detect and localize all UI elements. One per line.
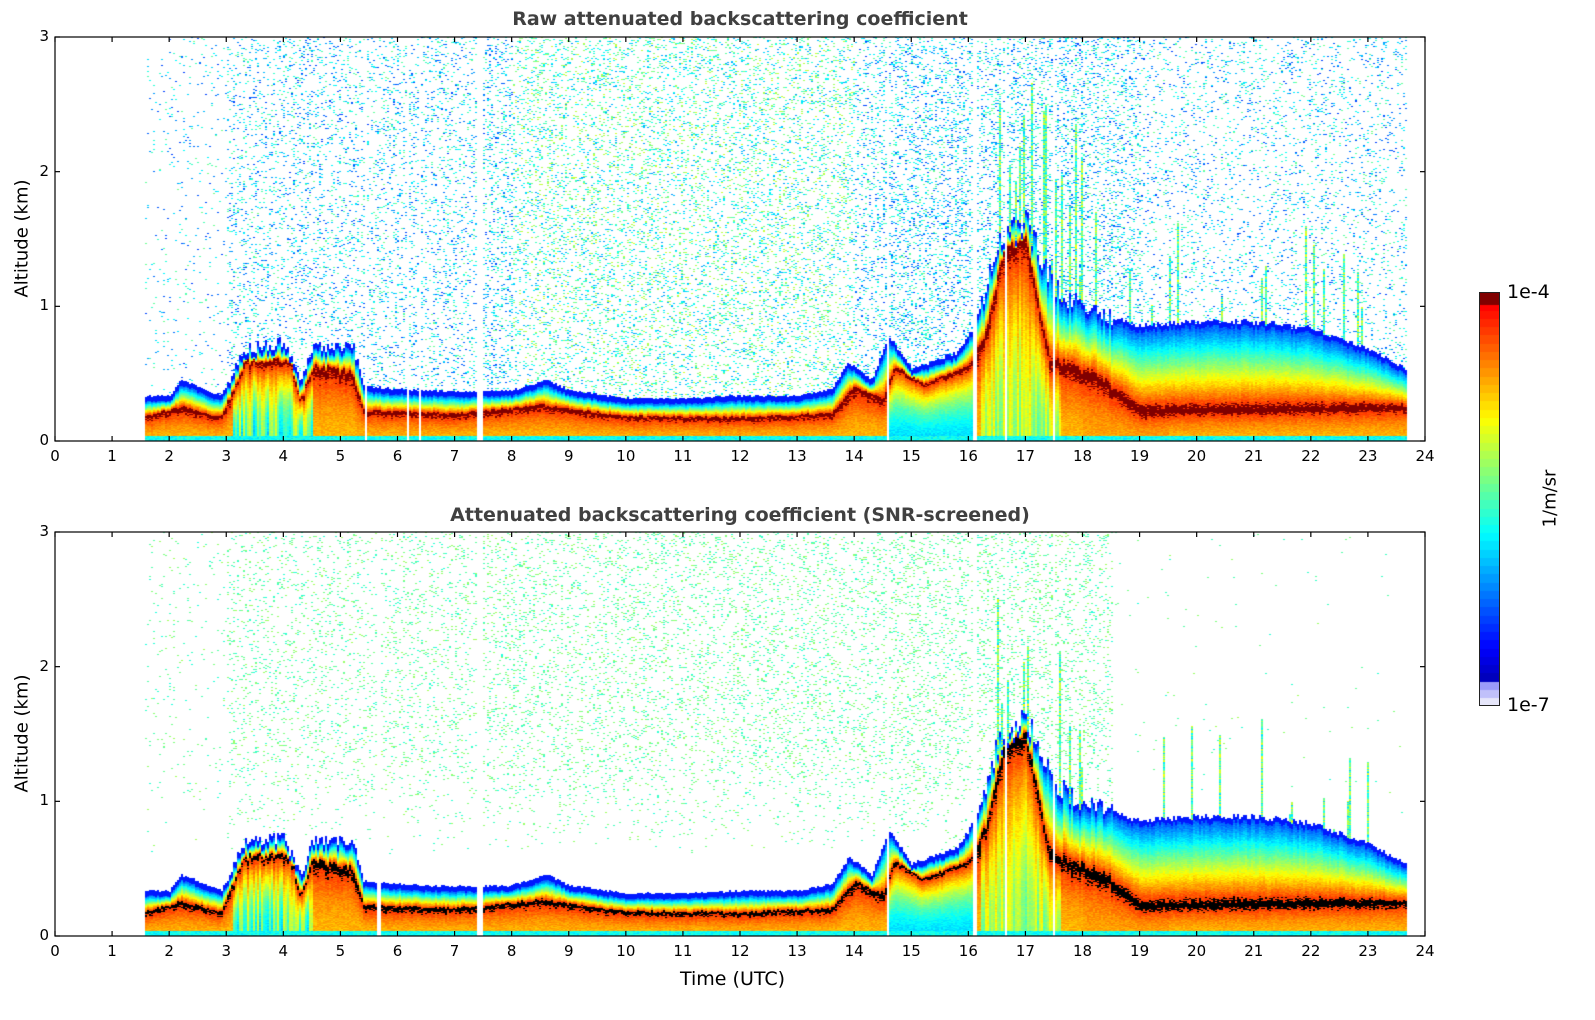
heatmap-image xyxy=(55,532,1425,936)
x-tick-label: 21 xyxy=(1244,447,1264,465)
x-tick-label: 5 xyxy=(335,447,346,465)
bottom-panel-ylabel: Altitude (km) xyxy=(11,674,33,793)
y-tick-label: 3 xyxy=(39,522,49,540)
x-tick-label: 13 xyxy=(787,942,807,960)
heatmap-image xyxy=(55,37,1425,441)
x-tick-label: 22 xyxy=(1301,942,1321,960)
x-tick-label: 3 xyxy=(221,447,232,465)
x-tick-label: 11 xyxy=(673,942,693,960)
y-tick-label: 0 xyxy=(39,431,49,449)
x-tick-label: 7 xyxy=(449,447,460,465)
axes-border xyxy=(54,531,1426,937)
x-tick-label: 6 xyxy=(392,447,403,465)
y-tick-label: 2 xyxy=(39,656,49,675)
x-tick-label: 6 xyxy=(392,942,403,960)
x-tick-label: 24 xyxy=(1415,447,1435,465)
x-tick-label: 10 xyxy=(616,447,636,465)
x-tick-label: 19 xyxy=(1130,942,1150,960)
x-tick-label: 4 xyxy=(278,942,289,960)
x-tick-label: 22 xyxy=(1301,447,1321,465)
x-tick-label: 2 xyxy=(164,447,174,465)
x-tick-label: 10 xyxy=(616,942,636,960)
x-tick-label: 5 xyxy=(335,942,346,960)
x-axis-label: Time (UTC) xyxy=(680,968,786,990)
colorbar xyxy=(1479,292,1500,706)
x-tick-label: 1 xyxy=(107,447,117,465)
x-tick-label: 14 xyxy=(844,942,864,960)
x-tick-label: 13 xyxy=(787,447,807,465)
colorbar-min-label: 1e-7 xyxy=(1507,694,1550,716)
x-tick-label: 16 xyxy=(958,447,978,465)
x-tick-label: 3 xyxy=(221,942,232,960)
x-tick-label: 21 xyxy=(1244,942,1264,960)
colorbar-gradient xyxy=(1480,293,1499,705)
colorbar-max-label: 1e-4 xyxy=(1507,281,1550,303)
top-panel-title: Raw attenuated backscattering coefficien… xyxy=(512,8,968,30)
x-tick-label: 18 xyxy=(1072,942,1093,960)
bottom-panel-screened: 0 1 2 3 4 5 6 7 8 9 10 11 12 13 14 15 16 17 18 19 20 21 22 23 24… xyxy=(39,522,1434,960)
x-tick-label: 16 xyxy=(958,942,978,960)
x-tick-label: 18 xyxy=(1072,447,1093,465)
x-tick-label: 19 xyxy=(1130,447,1150,465)
axes-frame xyxy=(54,531,1426,937)
top-panel-raw: 0 1 2 3 4 5 6 7 8 9 10 11 12 13 14 15 16 17 18 19 20 21 22 23 24… xyxy=(39,27,1434,465)
x-tick-label: 0 xyxy=(50,447,60,465)
x-tick-label: 20 xyxy=(1187,942,1207,960)
x-tick-label: 7 xyxy=(449,942,460,960)
x-tick-label: 20 xyxy=(1187,447,1207,465)
x-tick-label: 8 xyxy=(506,942,517,960)
y-tick-label: 3 xyxy=(39,27,49,45)
x-tick-label: 2 xyxy=(164,942,174,960)
x-tick-label: 24 xyxy=(1415,942,1435,960)
x-tick-label: 23 xyxy=(1358,447,1378,465)
axes-frame xyxy=(54,36,1426,442)
x-tick-label: 23 xyxy=(1358,942,1378,960)
top-panel-ylabel: Altitude (km) xyxy=(11,179,33,298)
x-tick-label: 9 xyxy=(563,942,574,960)
y-tick-label: 1 xyxy=(39,296,49,315)
x-tick-label: 15 xyxy=(901,942,921,960)
x-tick-label: 12 xyxy=(730,942,750,960)
x-tick-label: 1 xyxy=(107,942,117,960)
x-tick-label: 12 xyxy=(730,447,750,465)
x-tick-label: 14 xyxy=(844,447,864,465)
y-tick-label: 2 xyxy=(39,161,49,180)
x-tick-label: 4 xyxy=(278,447,289,465)
x-tick-label: 11 xyxy=(673,447,693,465)
axes-border xyxy=(54,36,1426,442)
y-tick-label: 1 xyxy=(39,791,49,810)
x-tick-label: 8 xyxy=(506,447,517,465)
bottom-panel-title: Attenuated backscattering coefficient (S… xyxy=(450,504,1030,526)
x-tick-label: 17 xyxy=(1015,447,1035,465)
colorbar-unit-label: 1/m/sr xyxy=(1539,469,1561,528)
x-tick-label: 9 xyxy=(563,447,574,465)
y-tick-label: 0 xyxy=(39,926,49,944)
x-tick-label: 15 xyxy=(901,447,921,465)
x-tick-label: 17 xyxy=(1015,942,1035,960)
x-tick-label: 0 xyxy=(50,942,60,960)
